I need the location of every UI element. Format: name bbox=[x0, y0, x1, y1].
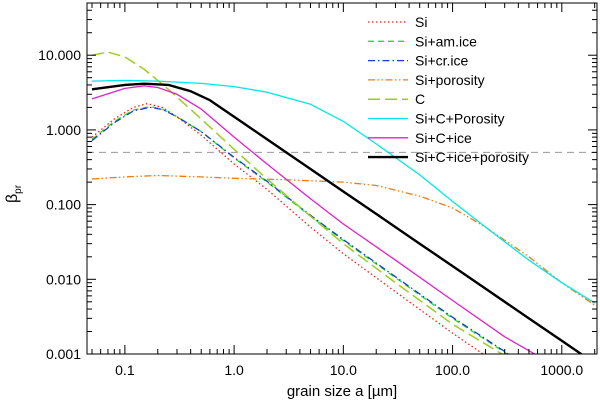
series-line-2 bbox=[91, 105, 508, 354]
axis-ticks bbox=[87, 2, 597, 355]
y-tick-labels: 0.001 0.010 0.100 1.000 10.000 bbox=[38, 47, 81, 362]
legend-label: Si+C+Porosity bbox=[415, 111, 504, 127]
y-axis-label-main: β bbox=[4, 194, 21, 203]
x-tick-label: 0.1 bbox=[115, 362, 135, 378]
series-layer bbox=[91, 51, 596, 354]
y-tick-label: 1.000 bbox=[46, 122, 81, 138]
svg-text:βpr: βpr bbox=[4, 184, 24, 203]
y-tick-label: 0.001 bbox=[46, 346, 81, 362]
legend: Si Si+am.ice Si+cr.ice Si+porosity C Si+C+Por… bbox=[368, 14, 529, 165]
x-tick-labels: 0.1 1.0 10.0 100.0 1000.0 bbox=[115, 362, 583, 378]
y-tick-label: 0.010 bbox=[46, 271, 81, 287]
y-tick-label: 10.000 bbox=[38, 47, 81, 63]
x-tick-label: 100.0 bbox=[435, 362, 470, 378]
y-tick-label: 0.100 bbox=[46, 197, 81, 213]
x-tick-label: 1.0 bbox=[224, 362, 244, 378]
y-axis-label-sub: pr bbox=[13, 184, 24, 194]
plot-frame bbox=[86, 2, 598, 355]
x-axis-label: grain size a [µm] bbox=[287, 383, 397, 400]
legend-label: C bbox=[415, 91, 425, 107]
series-line-8 bbox=[91, 82, 584, 354]
legend-label: Si+cr.ice bbox=[415, 53, 469, 69]
series-line-6 bbox=[91, 79, 596, 304]
y-axis-label: βpr bbox=[4, 184, 24, 203]
series-line-5 bbox=[91, 51, 504, 354]
legend-label: Si+porosity bbox=[415, 72, 485, 88]
series-line-7 bbox=[91, 85, 536, 354]
x-tick-label: 1000.0 bbox=[540, 362, 583, 378]
series-line-4 bbox=[91, 174, 596, 306]
legend-label: Si+C+ice+porosity bbox=[415, 149, 529, 165]
legend-label: Si+am.ice bbox=[415, 33, 477, 49]
x-tick-label: 10.0 bbox=[330, 362, 357, 378]
legend-label: Si bbox=[415, 14, 427, 30]
legend-label: Si+C+ice bbox=[415, 130, 472, 146]
